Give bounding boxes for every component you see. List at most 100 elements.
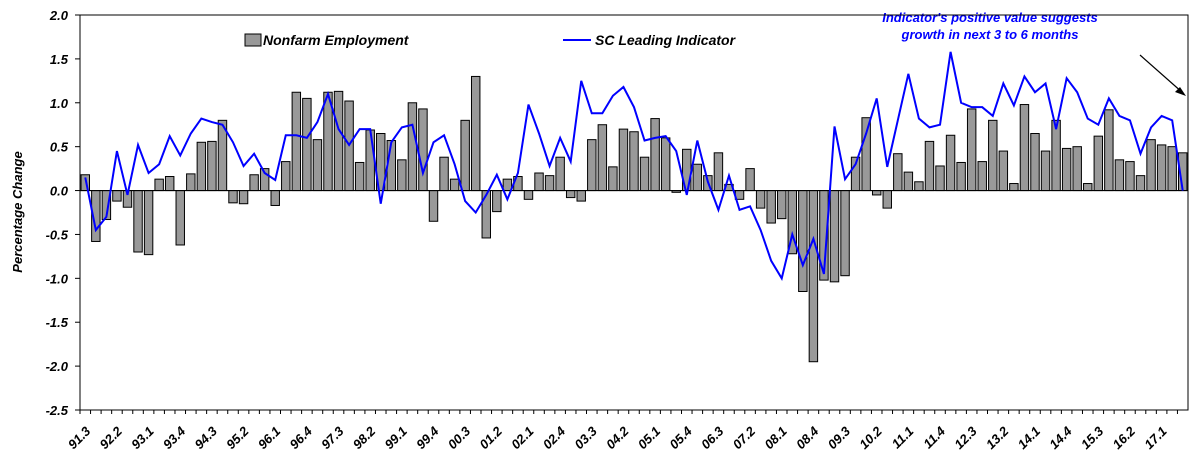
bar [861,117,871,192]
y-tick-label: -1.0 [46,271,69,286]
bar [798,190,808,292]
bar [186,173,196,192]
bar [608,166,618,192]
bar [281,161,291,192]
bar [808,190,819,363]
bar [1009,183,1019,192]
bar [470,75,481,192]
legend-label: SC Leading Indicator [595,32,737,48]
legend-label: Nonfarm Employment [263,32,410,48]
bar [175,190,185,246]
bar [270,190,280,206]
bar [1146,139,1156,192]
bar [291,91,302,192]
bar [354,161,365,192]
bar [945,134,956,192]
x-tick-label: 12.3 [951,423,980,452]
bar [639,156,650,192]
bar [1135,175,1146,192]
bar [1083,183,1093,192]
bar [713,152,724,192]
x-tick-label: 05.4 [666,423,695,452]
bar [133,190,143,253]
bar [966,108,977,192]
bar [502,178,513,192]
x-tick-label: 02.4 [540,423,569,452]
bar [333,90,344,192]
bar [977,161,987,192]
bar [1114,159,1125,192]
x-tick-label: 08.1 [761,424,790,453]
bar [692,163,703,192]
x-tick-label: 00.3 [445,423,474,452]
x-tick-label: 13.2 [983,423,1012,452]
bar [449,178,460,192]
x-tick-label: 93.4 [160,423,189,452]
bar [1040,150,1051,192]
bar [914,181,924,192]
bar [882,190,892,209]
x-tick-label: 05.1 [635,424,664,453]
plot-frame [79,14,1189,411]
bar [207,140,217,192]
y-tick-label: 0.0 [50,184,69,199]
bar [597,124,608,192]
bar [988,119,998,192]
x-tick-label: 11.1 [889,424,917,452]
bar [428,190,439,222]
bar [143,190,154,256]
bar [935,165,945,192]
bar [587,139,597,192]
x-tick-label: 14.4 [1046,423,1075,452]
bar [629,131,639,192]
x-tick-label: 07.2 [730,423,759,452]
annotation: Indicator's positive value suggests [882,10,1098,25]
bar [523,190,534,200]
bar [544,175,555,192]
x-tick-label: 06.3 [698,423,727,452]
bar [871,190,882,196]
bar [365,129,375,192]
bar [777,190,787,220]
annotation-arrowhead [1175,87,1186,96]
bar [1072,146,1082,192]
x-tick-label: 16.2 [1110,423,1139,452]
x-tick-label: 96.1 [255,424,284,453]
x-tick-label: 09.3 [825,423,854,452]
x-tick-label: 14.1 [1015,424,1044,453]
bar [302,97,312,192]
bar [660,137,671,192]
y-axis-title: Percentage Change [10,151,25,272]
y-tick-label: 1.0 [50,96,69,111]
bar [238,190,249,205]
bar [829,190,840,283]
bar [460,119,470,192]
bar [576,190,586,202]
x-tick-label: 92.2 [97,423,126,452]
bar [249,174,259,192]
bar [112,190,122,202]
bar [565,190,576,199]
bar [1167,146,1177,192]
y-tick-label: -2.0 [46,359,69,374]
bar [618,128,629,192]
bar [154,178,164,192]
bar [534,172,544,192]
bar [397,159,407,192]
bar [1030,133,1040,192]
line [84,51,1184,281]
bar [1093,135,1104,192]
y-tick-label: -1.5 [46,315,69,330]
x-tick-label: 91.3 [65,423,94,452]
x-tick-label: 96.4 [286,423,315,452]
bar [492,190,502,213]
bar [555,156,565,192]
y-tick-label: -0.5 [46,227,69,242]
bar [312,139,323,192]
bar [745,168,755,192]
x-tick-label: 97.3 [318,423,347,452]
bar [1019,104,1030,192]
x-tick-label: 04.2 [603,423,632,452]
bar [407,102,418,192]
